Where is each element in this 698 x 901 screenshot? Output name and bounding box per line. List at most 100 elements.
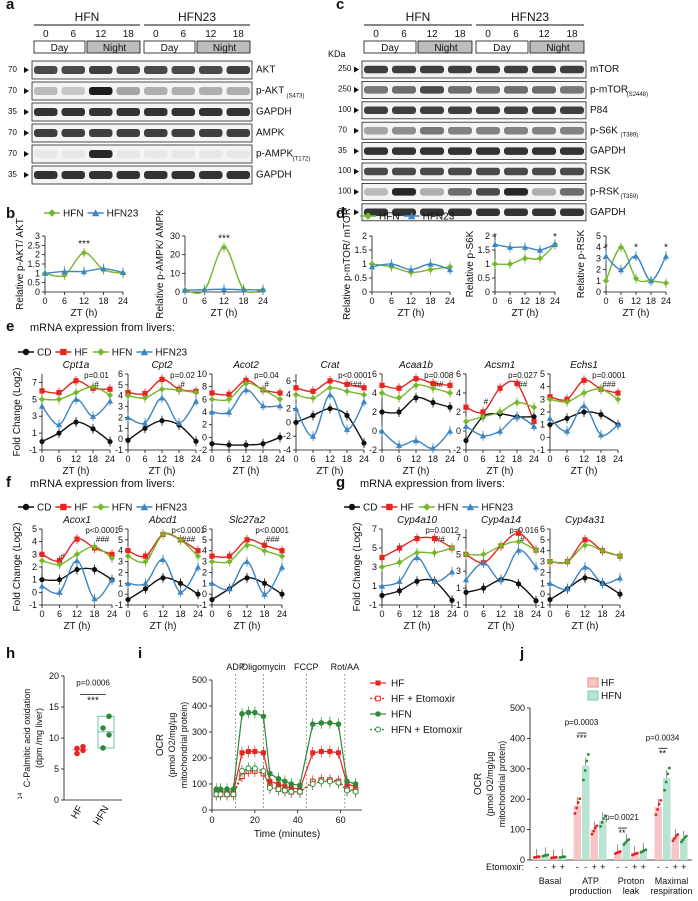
marker-HFN23 (119, 269, 127, 275)
day-box (143, 40, 196, 54)
y-axis-label: Fold Change (Log2) (352, 523, 363, 612)
data-point (573, 812, 577, 815)
y-tick-label: 6 (118, 369, 123, 379)
marker-HFN23 (395, 442, 403, 448)
y-tick-label: 1 (540, 420, 545, 430)
y-tick-label: -1 (199, 600, 207, 610)
marker-HFN (563, 398, 571, 405)
marker-HF (56, 389, 62, 396)
marker (352, 788, 359, 795)
marker (217, 791, 224, 798)
blot-row-p-AMPK (31, 144, 253, 164)
y-tick-label: 4 (202, 407, 207, 417)
bar-HF + Etomoxir (671, 837, 679, 860)
blot-band (532, 147, 556, 155)
time-label: 6 (70, 29, 76, 40)
marker-HF (56, 558, 63, 564)
y-tick-label: 6 (202, 394, 207, 404)
legend-label: HFN (379, 212, 400, 223)
x-tick-label: 0 (209, 454, 214, 464)
y-tick-label: 5 (32, 394, 37, 404)
marker-HFN (581, 542, 589, 549)
x-tick-label: 18 (535, 296, 545, 306)
blot-band (420, 208, 444, 217)
marker-HFN (48, 209, 56, 217)
y-tick-label: 0 (362, 287, 367, 297)
marker-HFN23 (56, 589, 63, 595)
data-point (593, 826, 597, 830)
blot-band (392, 106, 416, 115)
x-tick-label: 18 (175, 609, 185, 619)
marker-HFN (208, 558, 216, 565)
blot-band (504, 167, 528, 176)
x-tick-label: 0 (125, 454, 130, 464)
data-point (592, 829, 595, 833)
y-tick-label: 10 (170, 268, 180, 278)
marker-HFN23 (616, 574, 624, 581)
marker-HFN23 (141, 419, 149, 426)
marker-HF (159, 376, 165, 383)
blot-band (560, 65, 584, 74)
time-label: 18 (233, 29, 245, 40)
legend-label: CD (37, 503, 51, 514)
p-value: p=0.02 (170, 371, 195, 380)
marker-CD (125, 437, 131, 443)
marker-HFN23 (259, 402, 267, 409)
x-tick-label: 18 (513, 609, 523, 619)
blot-band (448, 188, 472, 196)
blot-band (476, 65, 500, 74)
blot-band (226, 150, 250, 158)
y-tick-label: 1 (202, 578, 207, 588)
blot-band (476, 188, 500, 196)
x-tick-label: 0 (463, 609, 468, 619)
y-tick-label: -1 (537, 600, 545, 610)
blot-band (364, 86, 388, 94)
data-point (74, 750, 80, 757)
marker-HFN (124, 392, 132, 399)
marker (335, 750, 341, 756)
marker (239, 711, 245, 717)
marker-HFN (496, 408, 504, 416)
blot-band (144, 171, 168, 179)
y-tick-label: 4 (456, 388, 461, 398)
marker-CD (413, 395, 419, 401)
marker-CD (74, 566, 80, 573)
y-tick-label: 0 (118, 434, 123, 444)
significance: * (493, 232, 497, 243)
y-tick-label: 1.5 (27, 259, 40, 269)
time-label: 18 (454, 29, 466, 40)
x-tick-label: 12 (412, 609, 422, 619)
y-tick-label: 1 (35, 268, 40, 278)
y-tick-label: 5 (118, 535, 123, 545)
y-tick-label: 8 (202, 382, 207, 392)
data-point (575, 806, 578, 810)
marker-HFN23 (208, 580, 216, 586)
kda-marker: 100 (338, 187, 352, 196)
marker-HF (531, 418, 537, 425)
marker (230, 791, 237, 798)
etomoxir-sign: + (681, 862, 686, 872)
x-tick-label: 24 (447, 609, 457, 619)
x-tick-label: 6 (142, 454, 147, 464)
kda-marker: 70 (8, 86, 17, 95)
y-tick-label: 6 (540, 524, 545, 534)
marker-CD (582, 575, 588, 581)
blot-row-GAPDH (361, 142, 587, 161)
marker (252, 749, 258, 754)
x-tick-label: 24 (118, 296, 128, 306)
x-tick-label: 12 (495, 454, 505, 464)
blot-band (420, 86, 444, 94)
marker-HFN (413, 549, 421, 556)
marker-HFN23 (462, 423, 470, 429)
marker-HF (277, 390, 283, 396)
marker-HFN23 (194, 563, 202, 570)
kda-arrow (354, 168, 359, 175)
marker (275, 786, 282, 793)
blot-row-GAPDH (31, 102, 253, 122)
marker (267, 770, 273, 777)
marker-HFN (142, 558, 149, 565)
caption: mRNA expression from livers: (360, 478, 505, 490)
marker-CD (379, 409, 385, 415)
marker-HF (515, 530, 522, 536)
blot-row-AKT (31, 60, 253, 80)
